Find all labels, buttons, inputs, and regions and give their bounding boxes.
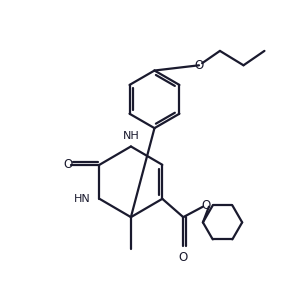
Text: NH: NH xyxy=(122,131,139,141)
Text: O: O xyxy=(179,251,188,264)
Text: O: O xyxy=(63,158,73,171)
Text: O: O xyxy=(201,199,210,212)
Text: O: O xyxy=(194,59,204,72)
Text: HN: HN xyxy=(73,194,90,204)
